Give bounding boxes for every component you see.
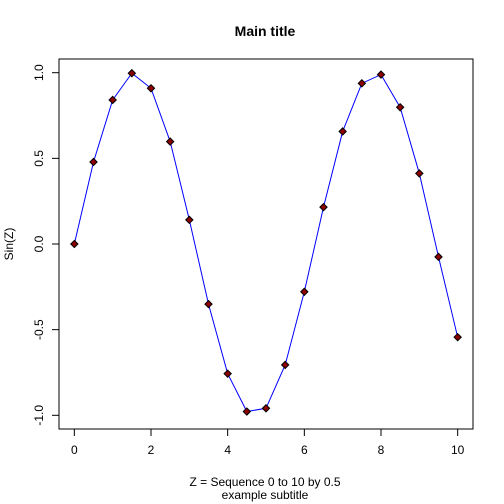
data-point (338, 127, 347, 136)
y-tick-label: -1.0 (32, 405, 46, 426)
y-tick-label: 1.0 (32, 64, 46, 81)
y-tick-label: -0.5 (32, 319, 46, 340)
x-tick-label: 8 (378, 443, 385, 457)
data-point (280, 360, 290, 370)
x-tick-label: 6 (301, 443, 308, 457)
data-point (434, 252, 443, 262)
data-point (242, 407, 252, 416)
data-point (453, 332, 462, 342)
x-tick-label: 0 (71, 443, 78, 457)
series-line (73, 72, 459, 413)
x-tick-label: 10 (451, 443, 465, 457)
chart-subtitle: example subtitle (222, 488, 309, 502)
data-point (223, 369, 232, 378)
data-point (165, 137, 175, 146)
data-point (185, 215, 194, 225)
series-group (70, 68, 462, 416)
data-point (108, 95, 117, 105)
x-axis: 0 2 4 6 8 10 (71, 428, 465, 457)
data-point (70, 239, 79, 249)
data-point (89, 157, 98, 167)
data-point (261, 403, 271, 413)
data-point (146, 83, 156, 93)
plot-area (58, 58, 474, 430)
data-point (415, 169, 424, 178)
y-axis-label: Sin(Z) (2, 228, 16, 261)
data-point (204, 299, 213, 309)
data-point (319, 202, 328, 212)
data-point (127, 68, 137, 78)
y-tick-label: 0.5 (32, 150, 46, 167)
data-point (357, 79, 367, 88)
data-point (300, 287, 309, 297)
x-tick-label: 4 (224, 443, 231, 457)
chart-title: Main title (235, 23, 296, 39)
y-tick-label: 0.0 (32, 235, 46, 252)
x-tick-label: 2 (148, 443, 155, 457)
data-point (395, 102, 405, 112)
x-axis-label: Z = Sequence 0 to 10 by 0.5 (189, 475, 340, 489)
data-point (376, 70, 386, 79)
y-axis: -1.0 -0.5 0.0 0.5 1.0 (32, 64, 60, 426)
